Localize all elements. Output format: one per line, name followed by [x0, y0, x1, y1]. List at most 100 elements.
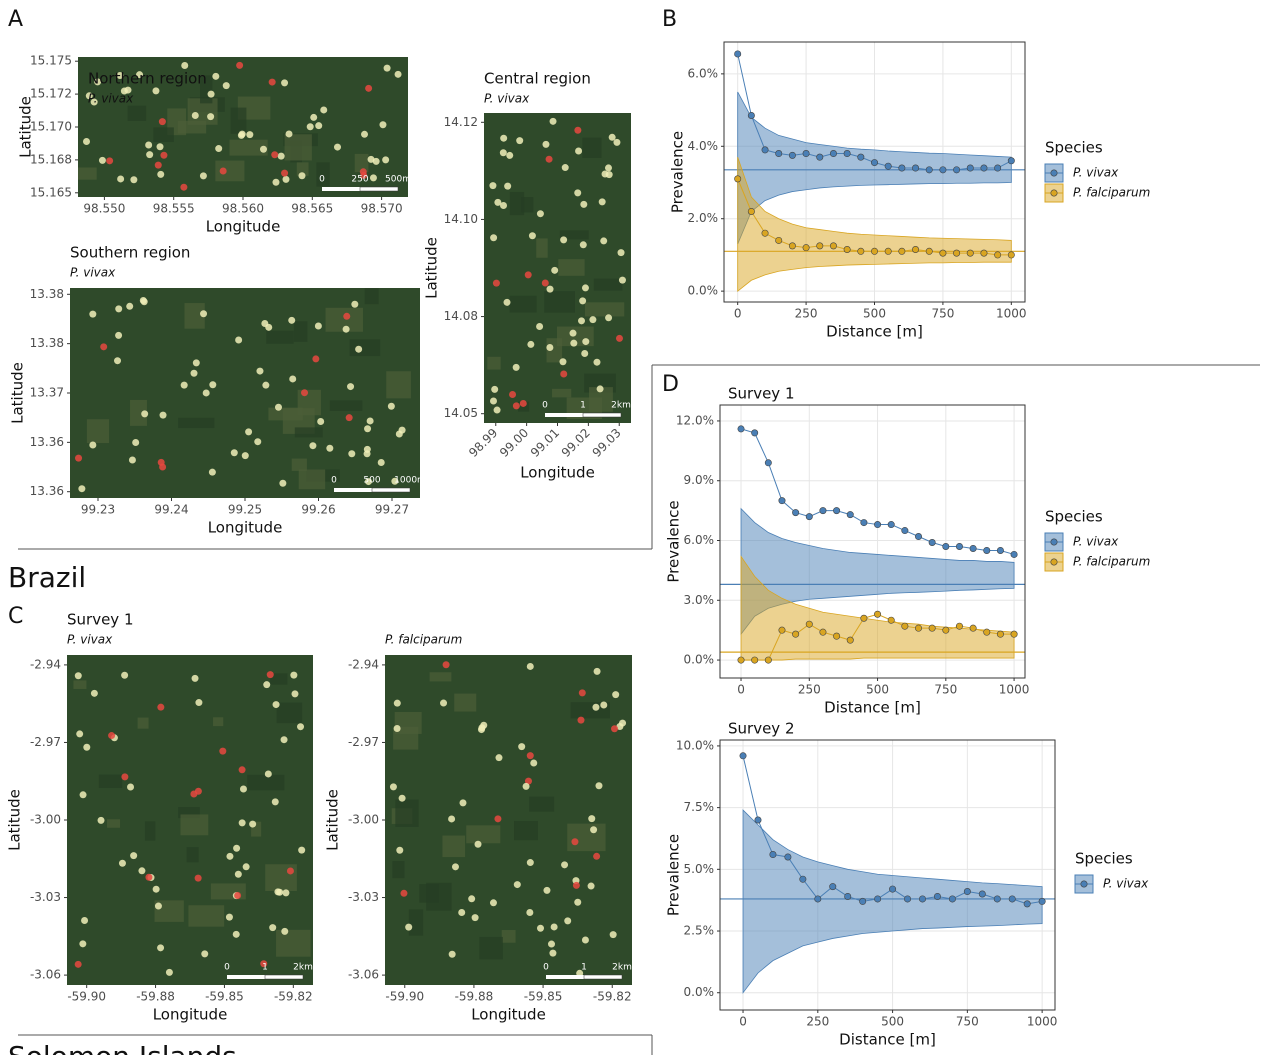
survey-location — [468, 895, 476, 903]
chart-title: Survey 2 — [728, 720, 795, 738]
scale-label: 250 — [351, 175, 368, 185]
survey-location — [191, 674, 199, 682]
data-point — [966, 164, 974, 172]
survey-location — [448, 815, 456, 823]
survey-location — [76, 730, 84, 738]
survey-location — [600, 701, 608, 709]
data-point — [857, 153, 865, 161]
survey-location — [589, 316, 597, 324]
survey-location — [377, 458, 385, 466]
survey-location — [233, 844, 241, 852]
survey-location — [256, 367, 264, 375]
survey-location — [74, 672, 82, 680]
survey-location — [570, 339, 578, 347]
survey-location — [530, 759, 538, 767]
data-point — [980, 249, 988, 257]
legend-label: P. vivax — [1103, 877, 1149, 891]
survey-location — [260, 960, 268, 968]
survey-location — [249, 820, 257, 828]
legend-label: P. falciparum — [1073, 555, 1150, 569]
data-point — [751, 429, 759, 437]
x-axis-title: Longitude — [206, 218, 281, 236]
data-point — [764, 656, 772, 664]
survey-location — [526, 859, 534, 867]
survey-location — [212, 72, 220, 80]
survey-location — [596, 385, 604, 393]
country-heading: Solomon Islands — [8, 1040, 237, 1055]
survey-location — [219, 167, 227, 175]
x-tick-label: 98.555 — [153, 202, 195, 216]
survey-location — [280, 736, 288, 744]
x-tick-label: -59.85 — [205, 990, 244, 1004]
survey-location — [560, 370, 568, 378]
survey-location — [301, 389, 309, 397]
survey-location — [236, 61, 244, 69]
map-subtitle: P. vivax — [70, 266, 116, 280]
terrain-patch — [349, 339, 381, 357]
data-point — [802, 244, 810, 252]
survey-location — [355, 345, 363, 353]
survey-location — [272, 701, 280, 709]
y-tick-label: 15.175 — [30, 54, 72, 68]
survey-location — [393, 699, 401, 707]
terrain-patch — [177, 120, 207, 134]
terrain-patch — [86, 419, 110, 444]
terrain-patch — [552, 388, 572, 398]
survey-location — [582, 338, 590, 346]
y-tick-label: 2.0% — [688, 211, 719, 225]
survey-location — [116, 72, 124, 80]
scale-bar — [322, 187, 360, 191]
data-point — [778, 497, 786, 505]
terrain-patch — [297, 389, 321, 416]
data-point — [925, 247, 933, 255]
survey-location — [619, 719, 627, 727]
data-point — [751, 656, 759, 664]
data-point — [816, 153, 824, 161]
survey-location — [230, 449, 238, 457]
scale-label: 500 — [363, 476, 380, 486]
y-axis-title: Latitude — [17, 96, 35, 158]
survey-location — [114, 357, 122, 365]
survey-location — [266, 671, 274, 679]
data-point — [884, 162, 892, 170]
data-point — [846, 636, 854, 644]
survey-location — [509, 391, 517, 399]
x-tick-label: 250 — [795, 307, 818, 321]
survey-location — [560, 236, 568, 244]
survey-location — [241, 452, 249, 460]
x-tick-label: -59.90 — [385, 990, 424, 1004]
x-tick-label: -59.88 — [455, 990, 494, 1004]
terrain-patch — [180, 814, 209, 836]
survey-location — [82, 137, 90, 145]
scale-bar — [359, 186, 399, 192]
y-tick-label: 13.38 — [30, 287, 64, 301]
x-tick-label: -59.85 — [524, 990, 563, 1004]
terrain-patch — [213, 717, 224, 727]
data-point — [925, 166, 933, 174]
survey-location — [526, 662, 534, 670]
data-point — [846, 511, 854, 519]
survey-location — [89, 441, 97, 449]
survey-location — [118, 859, 126, 867]
scale-label: 1 — [581, 963, 587, 973]
terrain-patch — [276, 929, 311, 957]
survey-location — [81, 917, 89, 925]
survey-location — [310, 113, 318, 121]
legend-label: P. falciparum — [1073, 186, 1150, 200]
survey-location — [208, 468, 216, 476]
x-tick-label: 99.27 — [375, 503, 409, 517]
survey-location — [527, 340, 535, 348]
scale-bar — [264, 974, 304, 980]
survey-location — [382, 156, 390, 164]
scale-label: 1 — [580, 401, 586, 411]
survey-location — [364, 425, 372, 433]
null-envelope — [737, 157, 1012, 292]
data-point — [898, 247, 906, 255]
null-envelope — [742, 809, 1043, 994]
data-point — [912, 164, 920, 172]
data-point — [1038, 897, 1046, 905]
survey-location — [608, 133, 616, 141]
y-tick-label: 10.0% — [676, 738, 714, 752]
x-tick-label: 99.03 — [590, 426, 624, 460]
